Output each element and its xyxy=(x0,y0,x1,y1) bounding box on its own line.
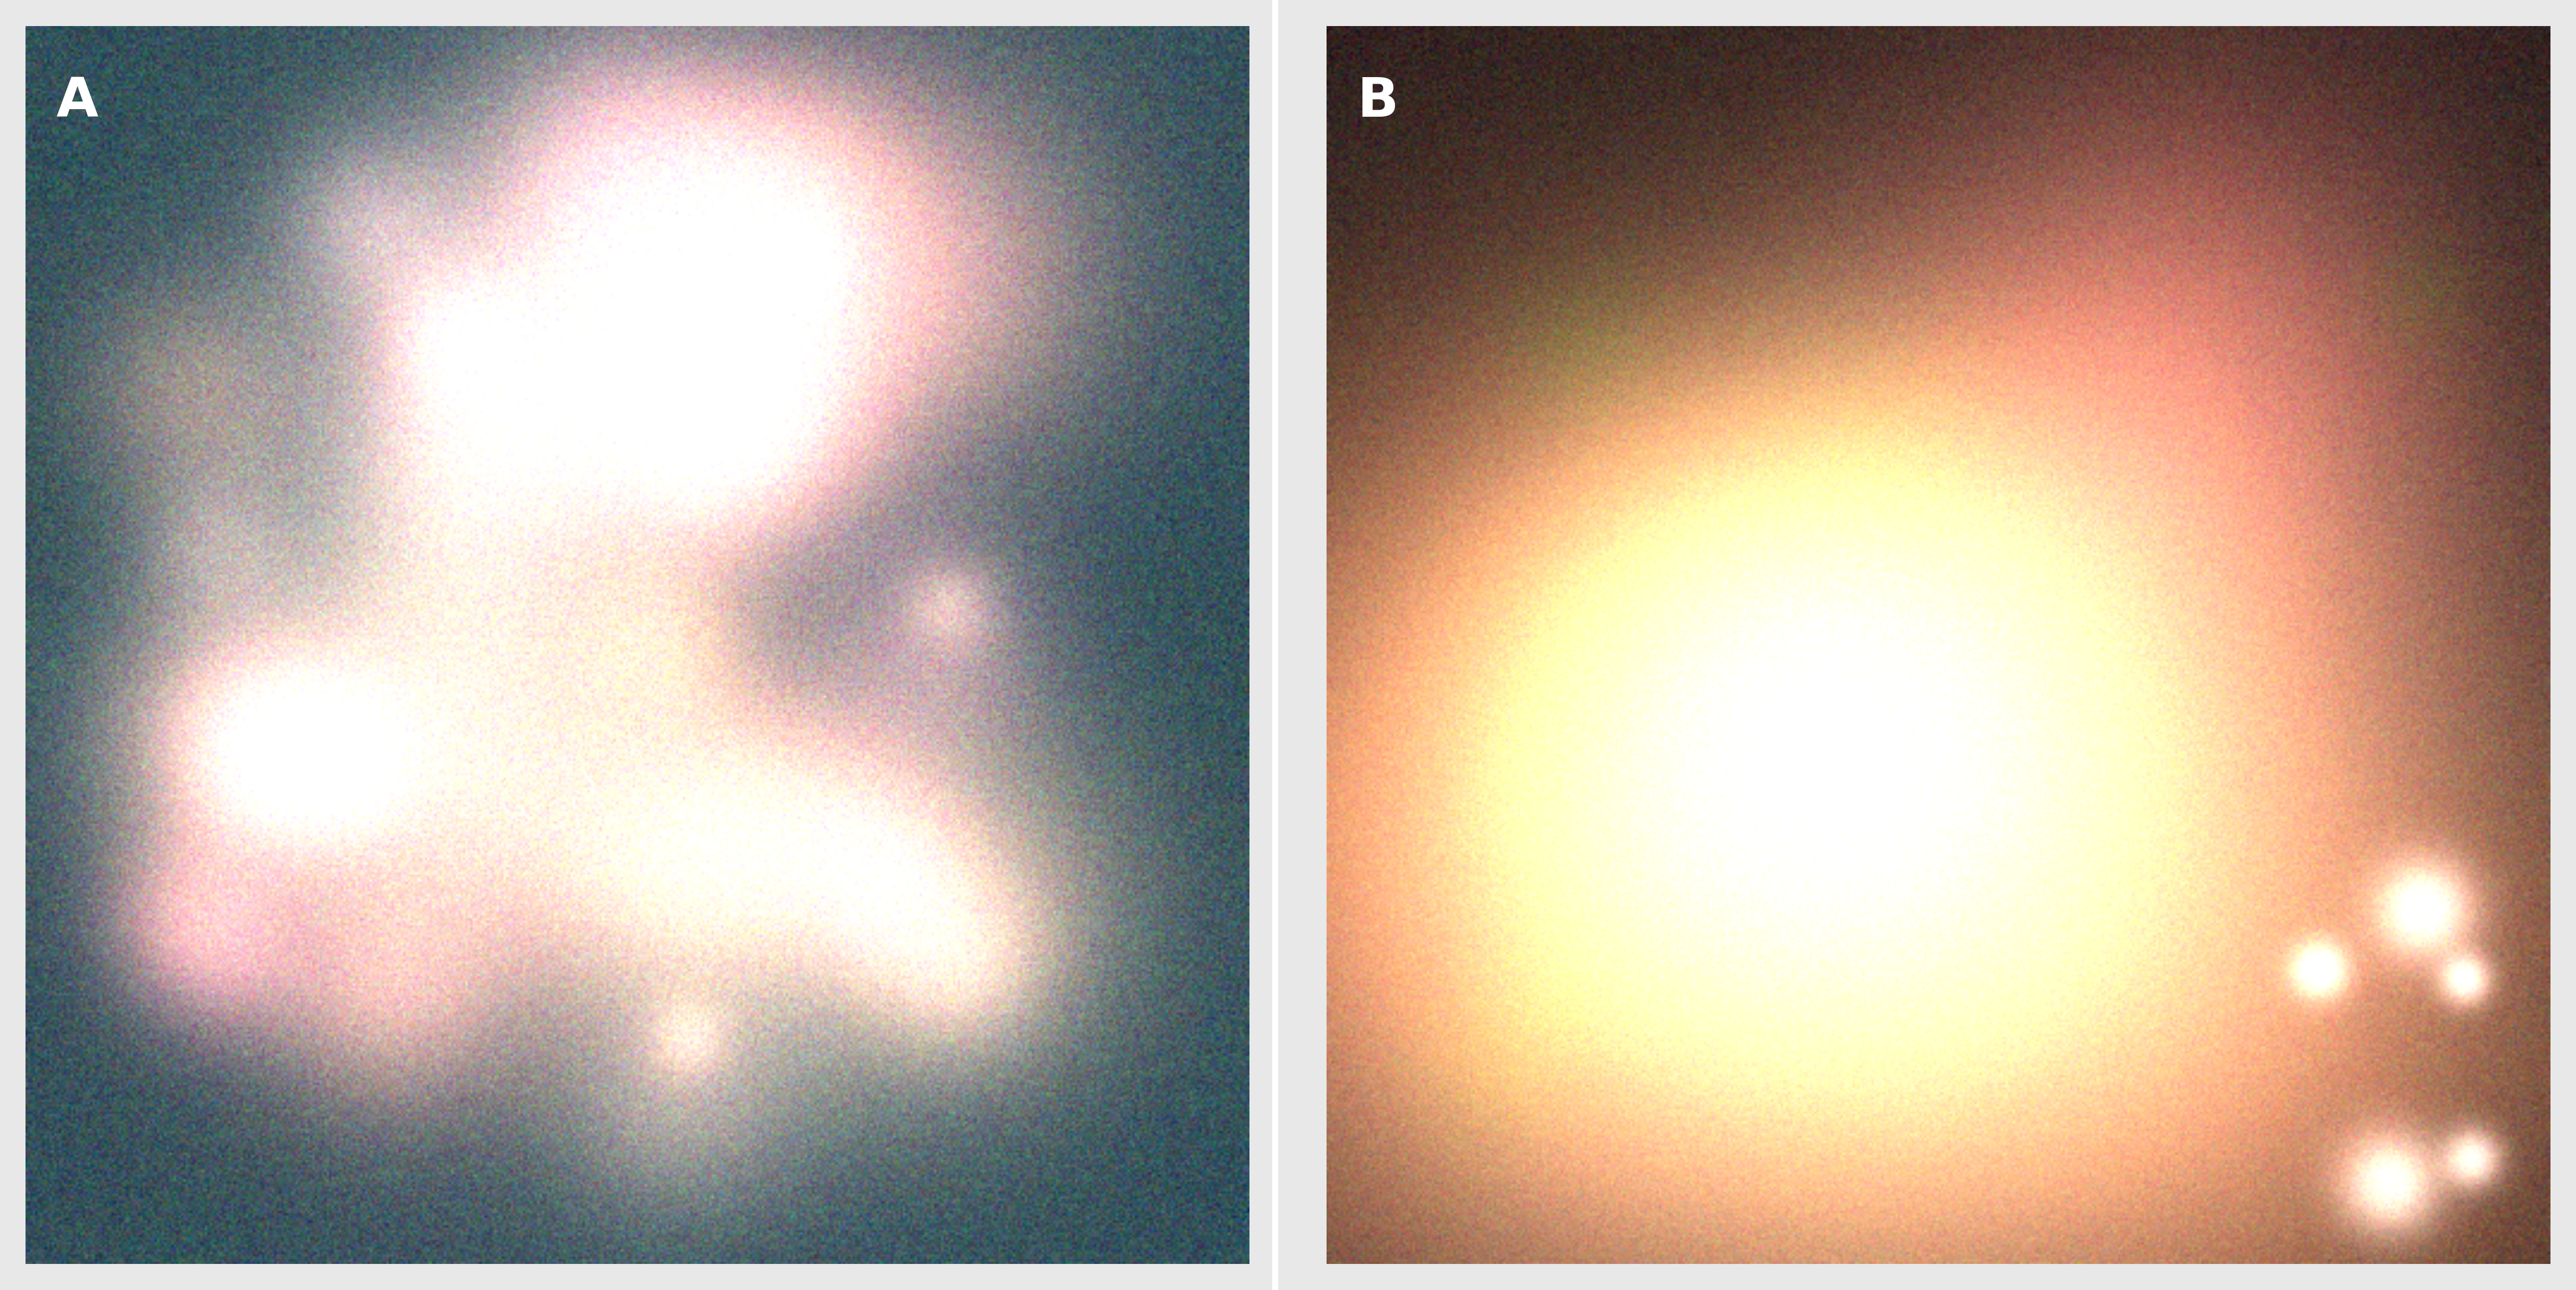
Text: B: B xyxy=(1358,75,1399,128)
Text: A: A xyxy=(57,75,98,128)
